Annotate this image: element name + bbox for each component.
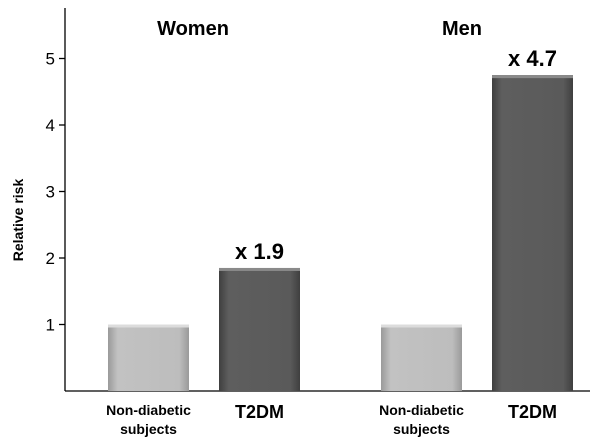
t2dm-bar-women bbox=[219, 267, 300, 391]
category-label: T2DM bbox=[235, 402, 284, 422]
y-tick-label: 2 bbox=[46, 249, 55, 268]
risk-multiplier-men: x 4.7 bbox=[508, 46, 557, 71]
y-tick-label: 3 bbox=[46, 183, 55, 202]
group-title-women: Women bbox=[157, 18, 229, 40]
bars bbox=[108, 75, 573, 391]
category-label: Non-diabetic bbox=[106, 402, 191, 418]
non-diabetic-bar-women bbox=[108, 324, 189, 391]
bar-cap bbox=[381, 324, 462, 328]
non-diabetic-bar-men bbox=[381, 324, 462, 391]
category-label: subjects bbox=[120, 421, 177, 437]
group-title-men: Men bbox=[442, 18, 482, 40]
category-label: Non-diabetic bbox=[379, 402, 464, 418]
y-tick-label: 5 bbox=[46, 50, 55, 69]
bar-cap bbox=[219, 267, 300, 271]
bar-cap bbox=[108, 324, 189, 328]
t2dm-bar-men bbox=[492, 75, 573, 391]
category-label: T2DM bbox=[508, 402, 557, 422]
category-label: subjects bbox=[393, 421, 450, 437]
bar-cap bbox=[492, 75, 573, 79]
y-tick-label: 4 bbox=[46, 116, 55, 135]
risk-multiplier-women: x 1.9 bbox=[235, 239, 284, 264]
y-axis-label: Relative risk bbox=[10, 179, 26, 262]
y-tick-label: 1 bbox=[46, 316, 55, 335]
labels: Non-diabetic subjects T2DM Women x 1.9 Non-di… bbox=[106, 18, 557, 437]
